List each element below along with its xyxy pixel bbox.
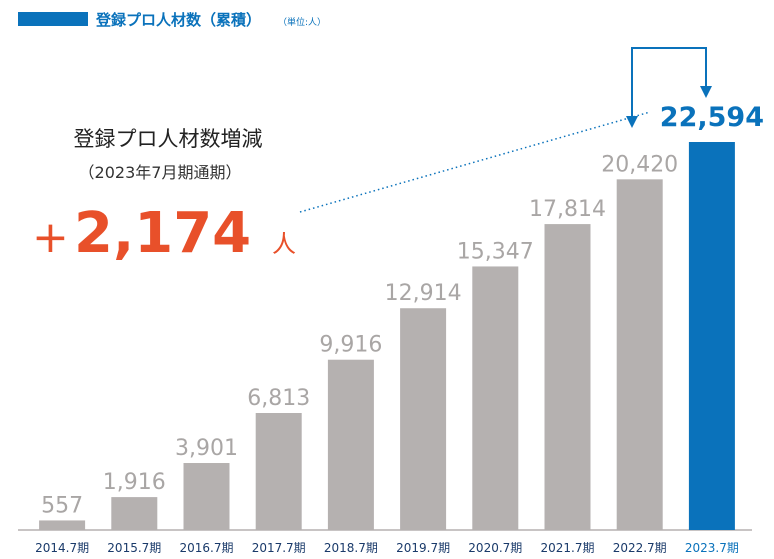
bar	[616, 179, 663, 531]
value-label: 12,914	[385, 281, 462, 306]
value-label: 557	[41, 493, 83, 518]
value-label: 20,420	[601, 152, 678, 177]
value-label: 9,916	[319, 333, 382, 358]
annotation-subtitle: （2023年7月期通期）	[79, 163, 242, 182]
bar	[327, 359, 374, 530]
annotation-unit: 人	[272, 230, 296, 258]
bar	[39, 520, 86, 530]
value-label: 6,813	[247, 386, 310, 411]
bar	[111, 497, 158, 530]
value-label: 22,594	[660, 102, 764, 133]
bar	[544, 224, 591, 530]
arrow-heads	[626, 86, 712, 128]
bar	[688, 142, 735, 530]
x-tick-label: 2018.7期	[324, 541, 378, 555]
x-tick-label: 2020.7期	[468, 541, 522, 555]
x-tick-label: 2017.7期	[252, 541, 306, 555]
x-tick-label: 2019.7期	[396, 541, 450, 555]
chart-title: 登録プロ人材数（累積）	[95, 11, 261, 29]
annotation-title: 登録プロ人材数増減	[74, 127, 263, 151]
bar	[400, 308, 447, 530]
bar	[472, 266, 519, 530]
bar	[183, 463, 230, 530]
x-tick-label: 2016.7期	[180, 541, 234, 555]
value-label: 3,901	[175, 436, 238, 461]
value-label: 15,347	[457, 239, 534, 264]
x-tick-label: 2021.7期	[541, 541, 595, 555]
annotation-sign: +	[32, 212, 69, 263]
bracket-arrow	[631, 47, 707, 118]
annotation-value: 2,174	[74, 201, 251, 266]
value-label: 1,916	[103, 470, 166, 495]
x-tick-label: 2015.7期	[107, 541, 161, 555]
x-tick-label: 2023.7期	[685, 541, 739, 555]
legend-swatch	[18, 12, 88, 26]
x-tick-label: 2014.7期	[35, 541, 89, 555]
bar	[255, 413, 302, 530]
unit-note: （単位:人）	[278, 16, 326, 28]
value-label: 17,814	[529, 197, 606, 222]
x-tick-label: 2022.7期	[613, 541, 667, 555]
